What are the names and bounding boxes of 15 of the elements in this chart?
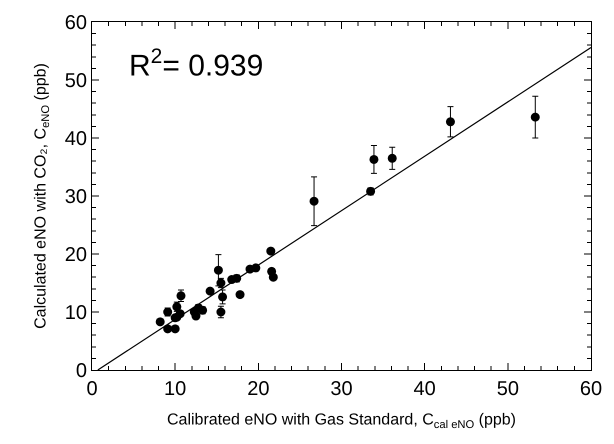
y-tick-label: 50 [64, 70, 87, 92]
x-tick-label: 40 [414, 378, 436, 400]
x-tick-label: 10 [164, 378, 186, 400]
x-tick-label: 60 [580, 378, 602, 400]
x-tick-label: 50 [496, 378, 519, 400]
x-axis-title: Calibrated eNO with Gas Standard, C$_{cal eNO}$ (ppb) [166, 412, 516, 432]
x-tick-label: 20 [247, 378, 270, 400]
x-tick-label: 30 [330, 378, 353, 400]
y-tick-label: 30 [64, 186, 87, 208]
y-tick-label: 20 [64, 244, 87, 266]
y-tick-label: 0 [76, 360, 87, 382]
y-tick-label: 60 [64, 12, 87, 34]
y-tick-label: 10 [64, 302, 87, 324]
y-tick-label: 40 [64, 128, 87, 150]
annotation: R$^{2}$= 0.939 [129, 45, 264, 83]
